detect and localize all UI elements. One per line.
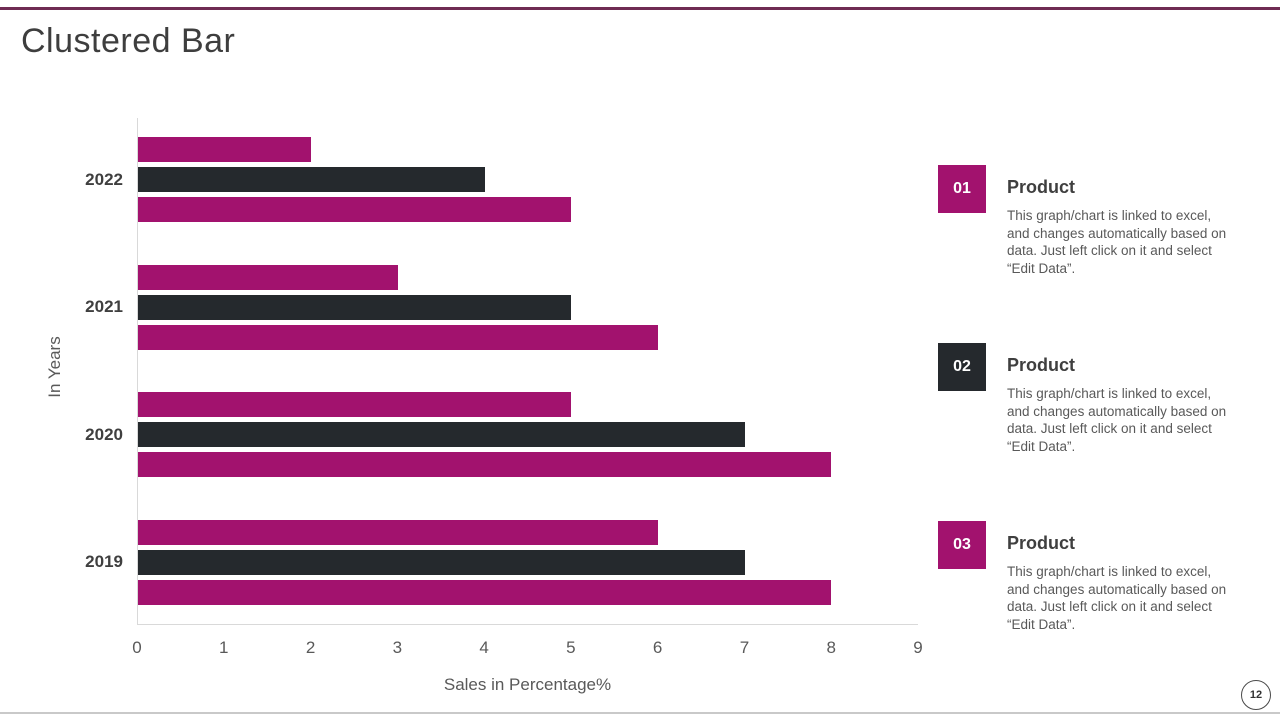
x-tick-label: 6 [652, 638, 663, 657]
x-tick-label: 2 [305, 638, 316, 657]
page-number-badge: 12 [1241, 680, 1271, 710]
top-border-line [0, 7, 1280, 10]
x-tick-label: 0 [132, 638, 142, 657]
bar-2022-cluster-bottom-bar[interactable] [138, 197, 572, 222]
x-tick-label: 7 [739, 638, 750, 657]
x-tick-label: 4 [479, 638, 489, 657]
bar-2020-cluster-bottom-bar[interactable] [138, 452, 832, 478]
panel-text-02: Product This graph/chart is linked to ex… [1007, 343, 1235, 455]
x-tick-label: 1 [219, 638, 229, 657]
product-info-panel: 01 Product This graph/chart is linked to… [938, 165, 1248, 700]
bar-2019-cluster-middle-bar[interactable] [138, 549, 745, 575]
bar-2021-cluster-top-bar[interactable] [138, 264, 398, 290]
number-badge-03: 03 [938, 521, 986, 570]
page-title: Clustered Bar [21, 22, 236, 60]
category-label: 2022 [85, 169, 123, 189]
bar-2020-cluster-top-bar[interactable] [138, 392, 572, 418]
x-tick-label: 5 [566, 638, 576, 657]
clustered-bar-chart[interactable]: 2022 2021 2020 2019 0 1 2 3 4 5 6 7 8 9 Sales in Per… [85, 118, 923, 694]
category-label: 2021 [85, 297, 123, 317]
category-label: 2019 [85, 552, 123, 572]
bar-2021-cluster-bottom-bar[interactable] [138, 324, 658, 350]
x-tick-label: 9 [913, 638, 923, 657]
x-tick-label: 8 [826, 638, 836, 657]
plot-area[interactable]: 2022 2021 2020 2019 [85, 118, 918, 625]
panel-text-03: Product This graph/chart is linked to ex… [1007, 521, 1235, 633]
panel-item-02: 02 Product This graph/chart is linked to… [938, 343, 1248, 455]
panel-body: This graph/chart is linked to excel, and… [1007, 208, 1227, 276]
bar-2019-cluster-top-bar[interactable] [138, 519, 658, 545]
number-badge-01: 01 [938, 165, 986, 213]
category-label: 2020 [85, 424, 123, 444]
bar-2020-cluster-middle-bar[interactable] [138, 422, 745, 448]
panel-body: This graph/chart is linked to excel, and… [1007, 386, 1227, 454]
panel-heading: Product [1007, 533, 1076, 554]
bar-2022-cluster-top-bar[interactable] [138, 137, 312, 162]
bottom-border-line [0, 712, 1280, 714]
bar-2019-cluster-bottom-bar[interactable] [138, 579, 832, 605]
x-axis-title: Sales in Percentage% [443, 675, 612, 694]
number-badge-02: 02 [938, 343, 986, 392]
panel-heading: Product [1007, 355, 1076, 376]
x-axis-ticks: 0 1 2 3 4 5 6 7 8 9 [132, 638, 922, 658]
x-tick-label: 3 [392, 638, 403, 657]
panel-item-01: 01 Product This graph/chart is linked to… [938, 165, 1248, 277]
panel-heading: Product [1007, 177, 1076, 197]
panel-body: This graph/chart is linked to excel, and… [1007, 564, 1227, 633]
y-axis-title: In Years [45, 336, 64, 398]
bar-2022-cluster-middle-bar[interactable] [138, 167, 485, 192]
panel-text-01: Product This graph/chart is linked to ex… [1007, 165, 1235, 277]
bar-2021-cluster-middle-bar[interactable] [138, 294, 572, 320]
panel-item-03: 03 Product This graph/chart is linked to… [938, 521, 1248, 633]
